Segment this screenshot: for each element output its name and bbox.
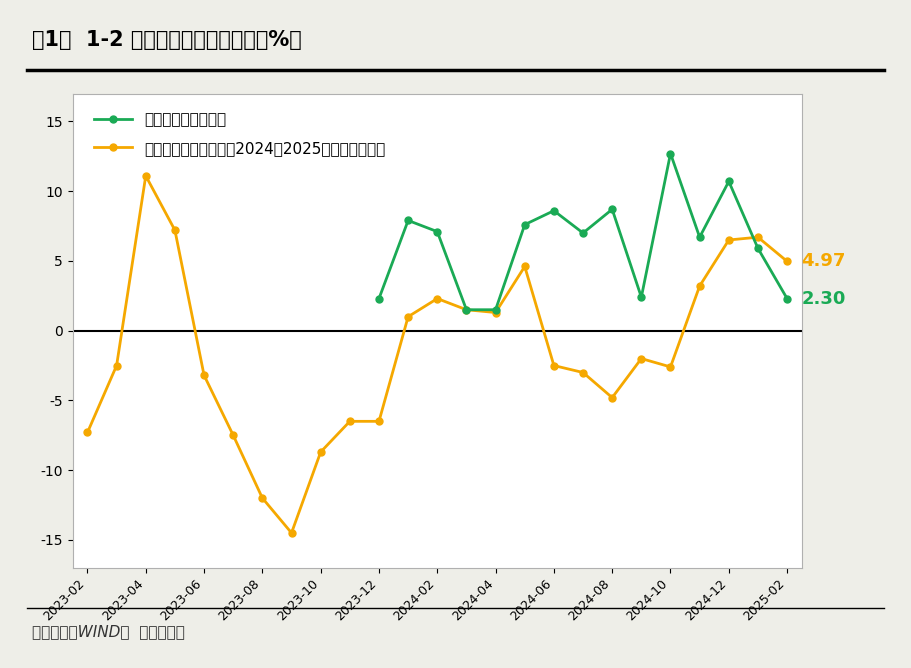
Text: 4.97: 4.97 <box>802 253 846 271</box>
Text: 图1：  1-2 月份出口同比增速回落（%）: 图1： 1-2 月份出口同比增速回落（%） <box>32 30 302 50</box>
Legend: 出口金额：当月同比, 出口金额：当月同比（2024、2025年为两年平均）: 出口金额：当月同比, 出口金额：当月同比（2024、2025年为两年平均） <box>87 106 392 162</box>
Text: 资料来源：WIND，  财信研究院: 资料来源：WIND， 财信研究院 <box>32 625 185 639</box>
Text: 2.30: 2.30 <box>802 289 846 307</box>
